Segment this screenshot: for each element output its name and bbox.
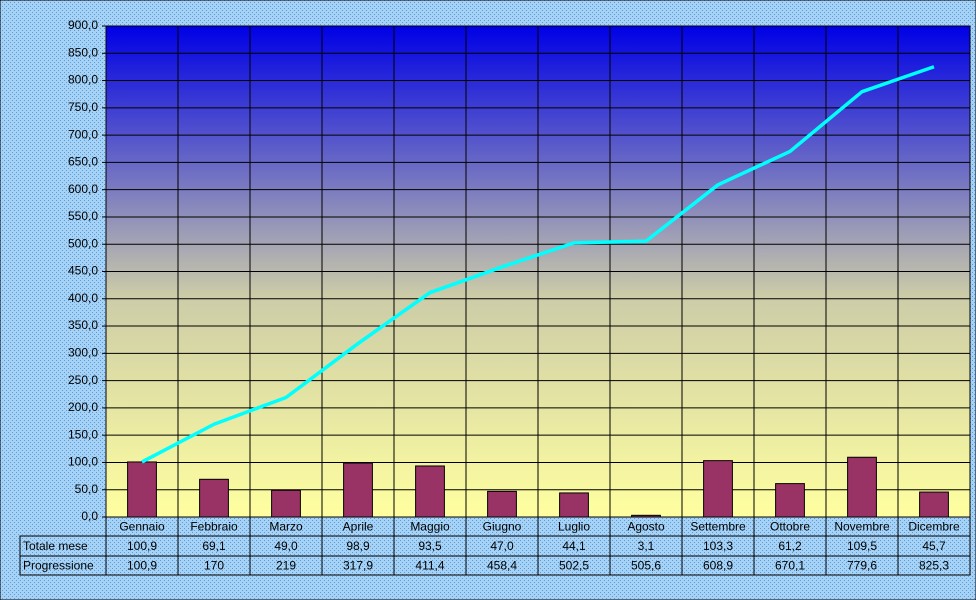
data-label: 3,1	[638, 539, 655, 553]
bar	[847, 456, 877, 518]
y-tick-label: 800,0	[68, 73, 98, 87]
data-label: 502,5	[559, 559, 589, 573]
data-label: 670,1	[775, 559, 805, 573]
legend-label: Progressione	[23, 559, 94, 573]
y-tick-label: 0,0	[81, 509, 98, 523]
data-label: 411,4	[415, 559, 444, 573]
x-tick-label: Novembre	[834, 520, 890, 534]
y-tick-label: 100,0	[68, 455, 98, 469]
y-tick-label: 550,0	[68, 209, 98, 223]
bar	[271, 489, 301, 518]
y-tick-label: 900,0	[68, 18, 98, 32]
bar	[703, 460, 733, 518]
legend-label: Totale mese	[23, 539, 88, 553]
y-tick-label: 200,0	[68, 400, 98, 414]
x-tick-label: Gennaio	[119, 520, 165, 534]
data-label: 219	[276, 559, 296, 573]
data-label: 100,9	[127, 539, 157, 553]
y-tick-label: 600,0	[68, 182, 98, 196]
y-tick-label: 500,0	[68, 236, 98, 250]
y-tick-label: 250,0	[68, 373, 98, 387]
x-tick-label: Settembre	[690, 520, 746, 534]
bar	[199, 478, 229, 518]
data-label: 44,1	[562, 539, 586, 553]
x-tick-label: Febbraio	[190, 520, 238, 534]
x-tick-label: Maggio	[410, 520, 450, 534]
data-label: 103,3	[703, 539, 733, 553]
data-label: 98,9	[346, 539, 370, 553]
data-label: 458,4	[487, 559, 517, 573]
y-tick-label: 750,0	[68, 100, 98, 114]
x-tick-label: Luglio	[558, 520, 590, 534]
data-label: 505,6	[631, 559, 661, 573]
data-label: 170	[204, 559, 224, 573]
y-tick-label: 50,0	[75, 482, 99, 496]
y-tick-label: 450,0	[68, 264, 98, 278]
bar	[775, 483, 805, 518]
bar	[487, 490, 517, 518]
y-tick-label: 650,0	[68, 155, 98, 169]
data-label: 100,9	[127, 559, 157, 573]
y-tick-label: 700,0	[68, 127, 98, 141]
y-tick-label: 150,0	[68, 427, 98, 441]
x-tick-label: Marzo	[269, 520, 303, 534]
bar	[919, 491, 949, 518]
y-tick-label: 300,0	[68, 346, 98, 360]
bar	[559, 492, 589, 518]
data-label: 825,3	[919, 559, 949, 573]
data-label: 779,6	[847, 559, 877, 573]
x-tick-label: Dicembre	[908, 520, 960, 534]
data-label: 69,1	[202, 539, 226, 553]
data-label: 317,9	[343, 559, 373, 573]
bar	[631, 514, 661, 518]
x-tick-label: Giugno	[483, 520, 522, 534]
data-label: 61,2	[778, 539, 802, 553]
data-label: 47,0	[490, 539, 514, 553]
x-tick-label: Ottobre	[770, 520, 810, 534]
data-label: 109,5	[847, 539, 877, 553]
y-tick-label: 850,0	[68, 45, 98, 59]
data-label: 93,5	[418, 539, 442, 553]
y-tick-label: 350,0	[68, 318, 98, 332]
x-tick-label: Agosto	[627, 520, 665, 534]
data-label: 608,9	[703, 559, 733, 573]
y-tick-label: 400,0	[68, 291, 98, 305]
line	[141, 65, 935, 464]
bar	[343, 462, 373, 518]
data-label: 45,7	[922, 539, 946, 553]
bar	[415, 465, 445, 518]
data-label: 49,0	[274, 539, 298, 553]
x-tick-label: Aprile	[343, 520, 374, 534]
bar	[127, 461, 157, 518]
